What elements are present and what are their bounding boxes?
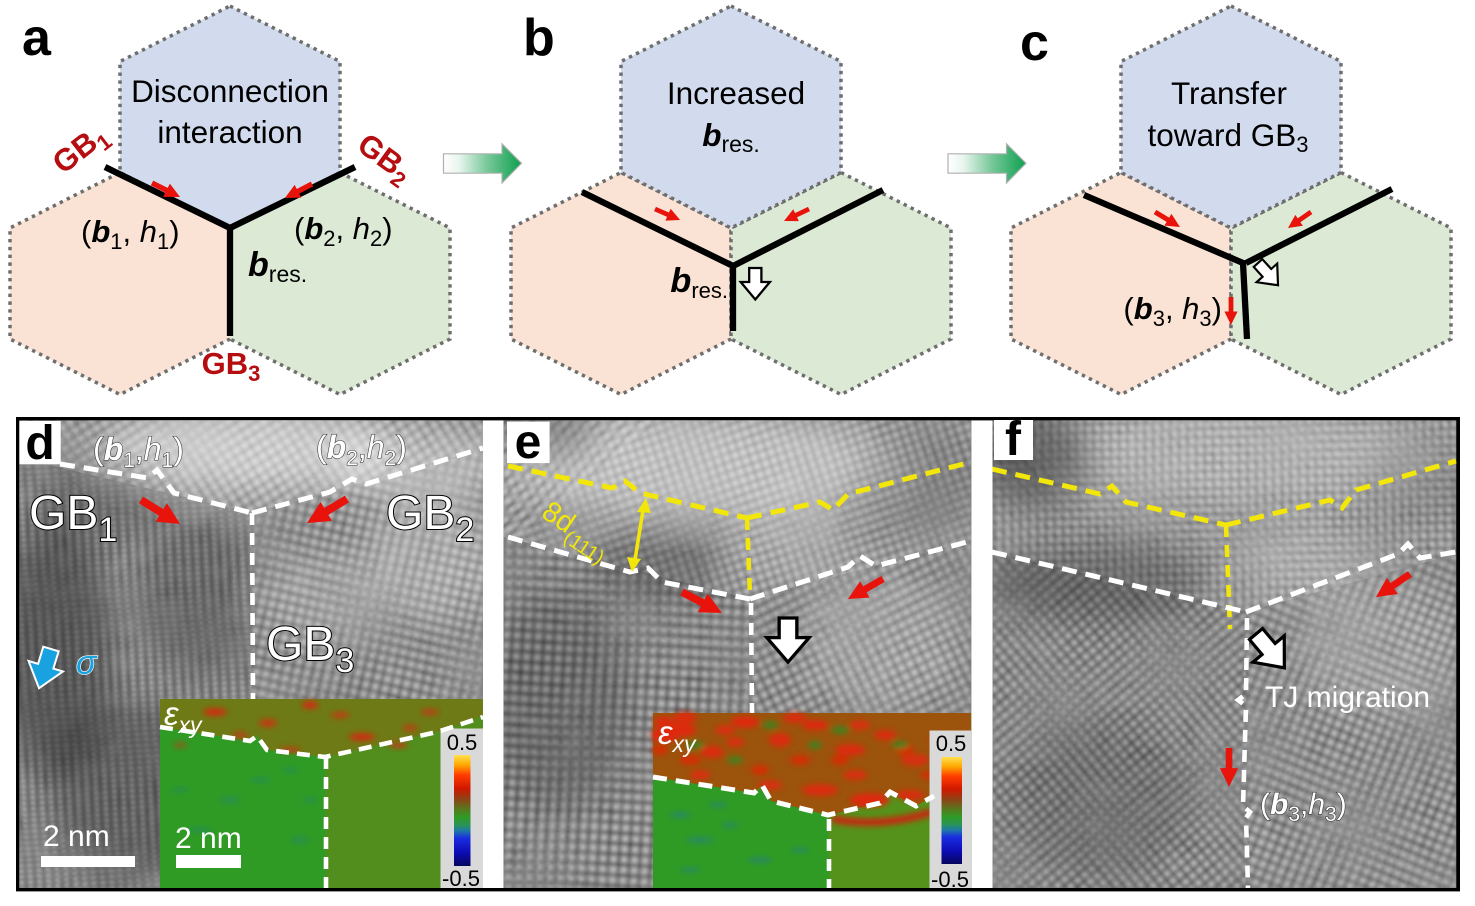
svg-text:GB1: GB1: [29, 487, 117, 549]
svg-text:interaction: interaction: [157, 114, 302, 150]
svg-text:Transfer: Transfer: [1171, 75, 1287, 111]
svg-text:bres.: bres.: [702, 117, 760, 157]
svg-text:0.5: 0.5: [447, 730, 478, 755]
svg-text:GB3: GB3: [202, 346, 261, 386]
svg-text:toward GB3: toward GB3: [1147, 117, 1308, 157]
svg-text:(b1,h1): (b1,h1): [93, 431, 184, 472]
svg-text:2 nm: 2 nm: [175, 822, 242, 855]
svg-text:c: c: [1020, 14, 1049, 72]
svg-text:(b2, h2): (b2, h2): [294, 211, 393, 251]
svg-text:GB2: GB2: [386, 487, 474, 549]
svg-text:TJ migration: TJ migration: [1265, 681, 1430, 714]
svg-text:GB1: GB1: [46, 117, 117, 185]
svg-text:-0.5: -0.5: [442, 866, 480, 891]
svg-text:a: a: [22, 9, 52, 67]
svg-text:-0.5: -0.5: [931, 867, 969, 892]
svg-text:b: b: [523, 9, 555, 67]
svg-text:f: f: [1005, 413, 1022, 466]
svg-text:Increased: Increased: [667, 75, 805, 111]
svg-text:0.5: 0.5: [936, 731, 967, 756]
svg-text:σ: σ: [76, 644, 98, 682]
svg-text:(b3, h3): (b3, h3): [1123, 291, 1222, 331]
svg-text:(b1, h1): (b1, h1): [81, 214, 180, 254]
svg-text:Disconnection: Disconnection: [131, 73, 329, 109]
svg-text:2 nm: 2 nm: [43, 820, 110, 853]
svg-text:d: d: [25, 417, 54, 470]
svg-text:e: e: [515, 416, 542, 469]
